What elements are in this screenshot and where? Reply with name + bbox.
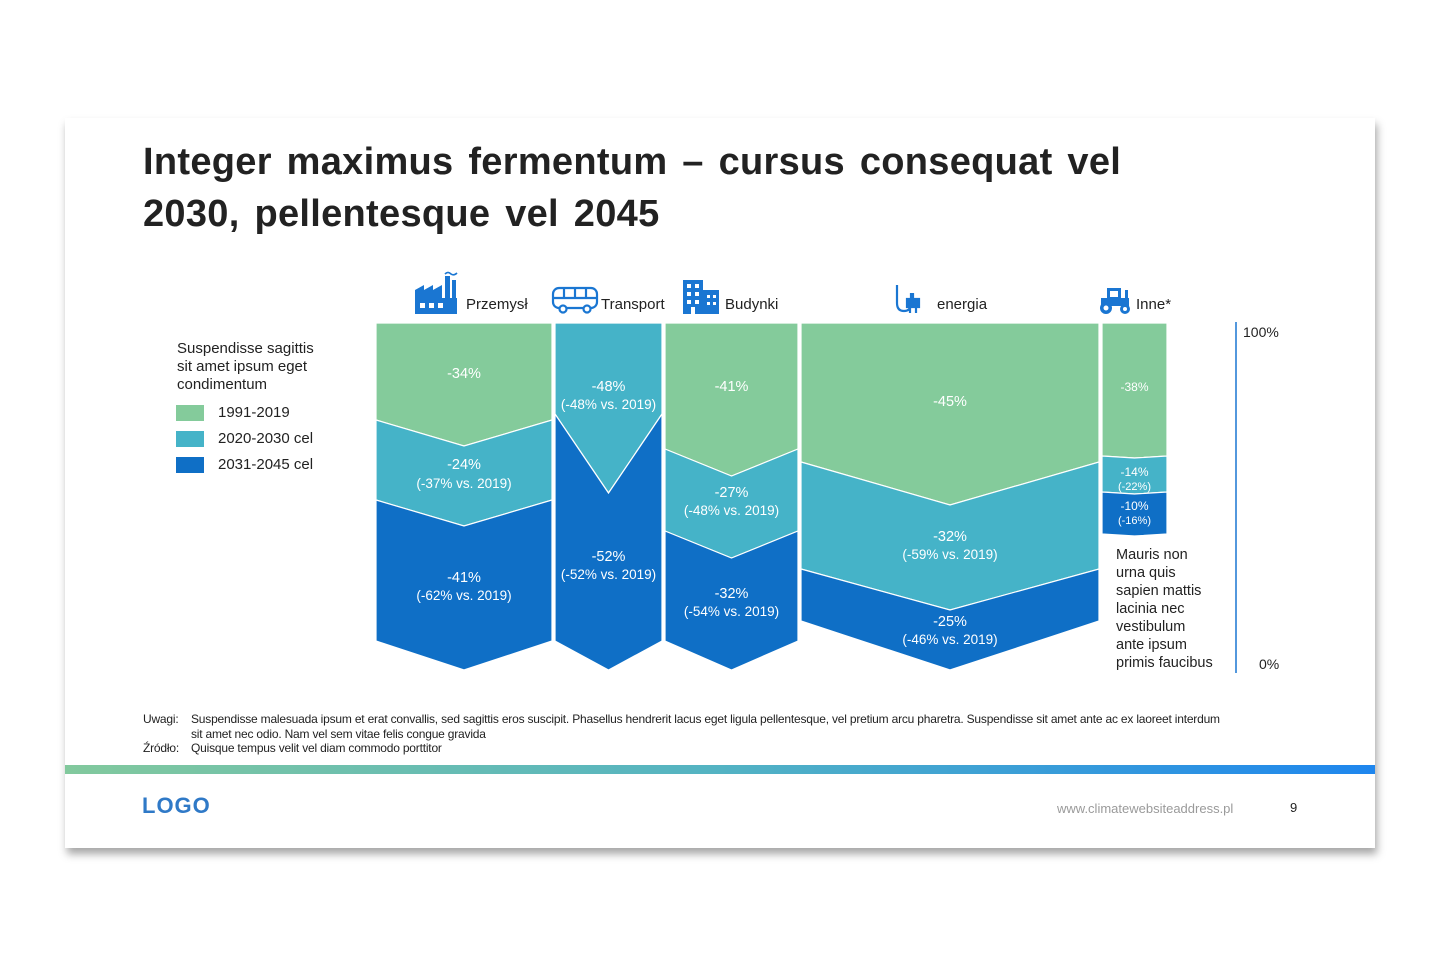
segment-value-label: -52% (592, 549, 626, 565)
sector-label-inne: Inne* (1136, 296, 1171, 313)
segment-sub-label: (-52% vs. 2019) (561, 567, 656, 582)
legend-label-3: 2031-2045 cel (218, 456, 314, 473)
header-inne: Inne* (1100, 288, 1171, 314)
segment-value-label: -32% (933, 529, 967, 545)
annotation-line: vestibulum (1116, 619, 1185, 635)
chart-annotation: Mauris non urna quis sapien mattis lacinia … (1116, 547, 1213, 671)
segment-value-label: -41% (715, 379, 749, 395)
logo: LOGO (142, 793, 211, 818)
area-segment-budynki-1 (664, 322, 799, 477)
segment-value-label: -24% (447, 457, 481, 473)
legend-swatch-1 (176, 405, 204, 421)
segment-value-label: -27% (715, 485, 749, 501)
notes: Uwagi: Suspendisse malesuada ipsum et er… (143, 712, 1223, 756)
chart-labels: -34% -24% (-37% vs. 2019) -41% (-62% vs. 201… (416, 366, 1151, 647)
bus-icon (551, 286, 599, 314)
sector-label-budynki: Budynki (725, 296, 778, 313)
header-transport: Transport (551, 286, 665, 314)
footer-url[interactable]: www.climatewebsiteaddress.pl (1057, 801, 1234, 816)
segment-value-label: -32% (715, 586, 749, 602)
header-budynki: Budynki (683, 280, 778, 314)
note-text-uwagi: Suspendisse malesuada ipsum et erat conv… (191, 712, 1220, 741)
building-icon (683, 280, 719, 314)
legend-label-1: 1991-2019 (218, 404, 290, 421)
axis-top-label: 100% (1243, 324, 1279, 340)
segment-value-label: -14% (1120, 465, 1148, 479)
area-segment-energia-3 (800, 568, 1100, 671)
segment-sub-label: (-62% vs. 2019) (416, 588, 511, 603)
area-segment-przemysł-3 (375, 499, 553, 671)
plug-icon (895, 285, 921, 313)
chart-shapes (375, 322, 1168, 671)
segment-value-label: -41% (447, 570, 481, 586)
segment-sub-label: (-48% vs. 2019) (561, 397, 656, 412)
segment-value-label: -25% (933, 614, 967, 630)
annotation-line: Mauris non (1116, 547, 1188, 563)
area-segment-transport-2 (554, 412, 663, 671)
chart: -34% -24% (-37% vs. 2019) -41% (-62% vs. 201… (375, 271, 1279, 673)
axis-bottom-label: 0% (1259, 656, 1279, 672)
annotation-line: urna quis (1116, 565, 1176, 581)
annotation-line: ante ipsum (1116, 637, 1187, 653)
segment-value-label: -10% (1120, 499, 1148, 513)
segment-sub-label: (-22%) (1118, 481, 1151, 493)
segment-sub-label: (-59% vs. 2019) (902, 547, 997, 562)
note-text-zrodlo: Quisque tempus velit vel diam commodo po… (191, 741, 442, 755)
segment-sub-label: (-46% vs. 2019) (902, 632, 997, 647)
tractor-icon (1100, 288, 1130, 314)
area-segment-inne-3 (1101, 491, 1168, 537)
segment-sub-label: (-48% vs. 2019) (684, 503, 779, 518)
sector-label-transport: Transport (601, 296, 665, 313)
legend-label-2: 2020-2030 cel (218, 430, 314, 447)
legend-title: Suspendisse sagittis sit amet ipsum eget… (177, 340, 314, 393)
header-przemysl: Przemysł (415, 271, 528, 314)
header-energia: energia (895, 285, 988, 313)
note-zrodlo: Źródło: Quisque tempus velit vel diam co… (143, 741, 1223, 756)
note-key-uwagi: Uwagi: (143, 712, 179, 726)
legend-swatch-3 (176, 457, 204, 473)
area-segment-budynki-3 (664, 530, 799, 671)
page-number: 9 (1290, 800, 1298, 815)
segment-sub-label: (-16%) (1118, 515, 1151, 527)
factory-icon (415, 271, 458, 314)
segment-value-label: -48% (592, 379, 626, 395)
segment-value-label: -34% (447, 366, 481, 382)
sector-label-energia: energia (937, 296, 988, 313)
annotation-line: lacinia nec (1116, 601, 1185, 617)
segment-value-label: -45% (933, 394, 967, 410)
segment-sub-label: (-54% vs. 2019) (684, 604, 779, 619)
page-title: Integer maximus fermentum – cursus conse… (143, 141, 1122, 235)
slide: Integer maximus fermentum – cursus conse… (65, 118, 1375, 848)
annotation-line: sapien mattis (1116, 583, 1201, 599)
footer-gradient-bar (65, 765, 1375, 774)
segment-value-label: -38% (1120, 380, 1148, 394)
sector-label-przemysl: Przemysł (466, 296, 528, 313)
segment-sub-label: (-37% vs. 2019) (416, 476, 511, 491)
note-key-zrodlo: Źródło: (143, 741, 179, 755)
note-uwagi: Uwagi: Suspendisse malesuada ipsum et er… (143, 712, 1223, 741)
annotation-line: primis faucibus (1116, 655, 1213, 671)
legend-swatch-2 (176, 431, 204, 447)
